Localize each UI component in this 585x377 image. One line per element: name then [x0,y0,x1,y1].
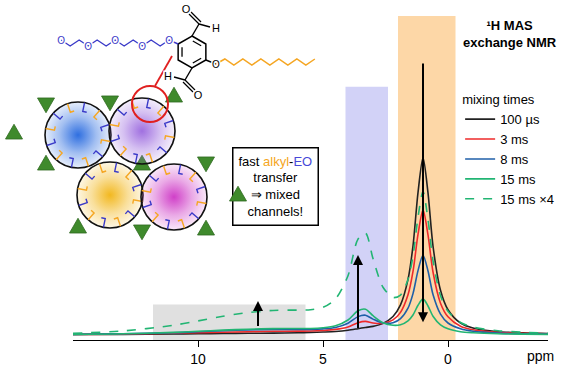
svg-text:mixing times: mixing times [462,92,535,107]
svg-text:10: 10 [190,351,206,367]
svg-text:O: O [138,41,146,52]
svg-text:0: 0 [444,351,452,367]
svg-text:¹H MASexchange NMR: ¹H MASexchange NMR [463,18,557,50]
svg-text:15 ms ×4: 15 ms ×4 [500,192,554,207]
svg-text:3 ms: 3 ms [500,132,529,147]
svg-text:O: O [165,35,173,46]
svg-text:O: O [182,3,191,15]
svg-text:ppm: ppm [527,348,554,364]
svg-text:8 ms: 8 ms [500,152,529,167]
svg-text:100 µs: 100 µs [500,112,540,127]
svg-text:5: 5 [319,351,327,367]
svg-text:fast alkyl-EOtransfer⇒ mixedch: fast alkyl-EOtransfer⇒ mixedchannels! [239,154,313,220]
svg-text:15 ms: 15 ms [500,172,536,187]
svg-text:H: H [164,70,172,82]
svg-text:O: O [194,89,203,101]
svg-text:O: O [212,59,220,70]
svg-text:H: H [212,22,220,34]
svg-text:O: O [84,41,92,52]
svg-text:O: O [111,35,119,46]
svg-text:O: O [57,35,65,46]
